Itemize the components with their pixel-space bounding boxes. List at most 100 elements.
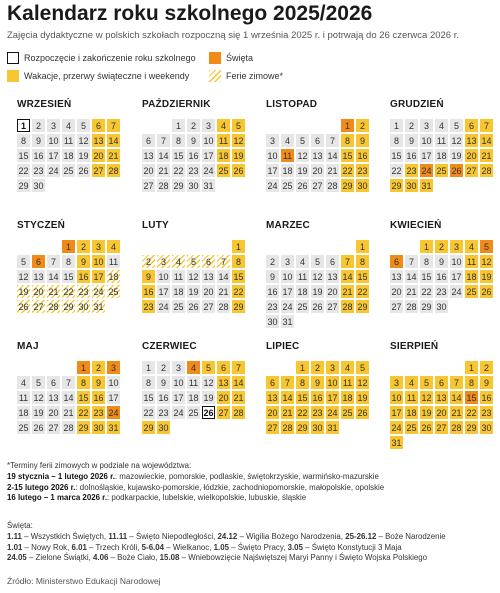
day-cell: 11 [341,376,354,389]
days-grid: 1 2 3 4 5 6 7 8 9 10 11 12 13 14 15 16 17 18 19 20 21 22 23 24 2… [266,240,369,328]
day-cell: 11 [217,134,230,147]
holiday-date: 24.05 [7,553,27,563]
day-cell: 21 [217,285,230,298]
day-cell: 21 [47,285,60,298]
day-cell: 14 [450,391,463,404]
legend-label-breaks: Wakacje, przerwy świąteczne i weekendy [24,71,190,81]
day-cell: 22 [17,164,30,177]
day-cell: 29 [296,421,309,434]
day-cell: 28 [281,421,294,434]
day-cell: 26 [296,179,309,192]
day-cell: 3 [92,240,105,253]
day-cell: 20 [266,406,279,419]
day-cell: 28 [341,300,354,313]
day-cell: 13 [465,134,478,147]
day-cell: 19 [311,285,324,298]
day-cell: 20 [32,285,45,298]
day-cell: 9 [435,255,448,268]
day-cell: 28 [47,300,60,313]
day-cell: 16 [142,285,155,298]
day-cell: 1 [17,119,30,132]
day-cell: 27 [47,421,60,434]
day-cell: 23 [77,285,90,298]
day-cell: 7 [217,255,230,268]
day-cell: 10 [47,134,60,147]
day-cell: 24 [450,285,463,298]
empty-cell [281,240,294,253]
day-cell: 2 [435,240,448,253]
day-cell: 26 [202,406,215,419]
day-cell: 3 [420,119,433,132]
day-cell: 11 [62,134,75,147]
empty-cell [172,240,185,253]
day-cell: 23 [32,164,45,177]
day-cell: 15 [172,149,185,162]
day-cell: 20 [217,391,230,404]
notes-date: 19 stycznia – 1 lutego 2026 r. [7,471,115,481]
empty-cell [311,119,324,132]
day-cell: 23 [435,285,448,298]
day-cell: 6 [311,134,324,147]
day-cell: 28 [480,164,493,177]
day-cell: 28 [157,179,170,192]
day-cell: 9 [92,376,105,389]
day-cell: 16 [405,149,418,162]
day-cell: 22 [77,406,90,419]
holiday-date: 3.05 [287,542,303,552]
day-cell: 21 [341,285,354,298]
day-cell: 22 [465,406,478,419]
day-cell: 25 [62,164,75,177]
day-cell: 17 [92,270,105,283]
day-cell: 22 [172,164,185,177]
day-cell: 26 [17,300,30,313]
day-cell: 16 [77,270,90,283]
day-cell: 9 [142,270,155,283]
day-cell: 17 [326,391,339,404]
days-grid: 1 2 3 4 5 6 7 8 9 10 11 12 13 14 15 16 17 18 19 20 21 22 23 24 2… [142,361,245,434]
day-cell: 12 [420,391,433,404]
day-cell: 15 [296,391,309,404]
day-cell: 20 [326,285,339,298]
day-cell: 3 [326,361,339,374]
day-cell: 8 [390,134,403,147]
day-cell: 19 [420,406,433,419]
day-cell: 17 [47,149,60,162]
day-cell: 21 [326,164,339,177]
day-cell: 21 [62,406,75,419]
day-cell: 2 [311,361,324,374]
page-subtitle: Zajęcia dydaktyczne w polskich szkołach … [7,30,460,41]
notes-row-1: 19 stycznia – 1 lutego 2026 r.: mazowiec… [7,472,384,483]
day-cell: 17 [157,285,170,298]
day-cell: 18 [17,406,30,419]
holidays-list: Święta: 1.11 – Wszystkich Świętych, 11.1… [7,521,446,564]
day-cell: 26 [77,164,90,177]
day-cell: 31 [420,179,433,192]
day-cell: 29 [172,179,185,192]
empty-cell [47,361,60,374]
month-name: STYCZEŃ [17,220,66,231]
day-cell: 29 [465,421,478,434]
day-cell: 2 [32,119,45,132]
month-wrzesien: WRZESIEŃ 1 2 3 4 5 6 7 8 9 10 11 12 13 14 15 16 17 18 19 20 2… [17,99,120,192]
day-cell: 29 [62,300,75,313]
day-cell: 3 [107,361,120,374]
legend-swatch-start-end [7,52,19,64]
day-cell: 24 [172,406,185,419]
day-cell: 27 [465,164,478,177]
day-cell: 21 [480,149,493,162]
day-cell: 24 [107,406,120,419]
day-cell: 17 [450,270,463,283]
day-cell: 23 [356,164,369,177]
holiday-name: – Wigilia Bożego Narodzenia, [237,531,346,541]
day-cell: 16 [311,391,324,404]
day-cell: 17 [172,391,185,404]
day-cell: 24 [157,300,170,313]
day-cell: 8 [17,134,30,147]
day-cell: 16 [480,391,493,404]
day-cell: 12 [232,134,245,147]
day-cell: 2 [77,240,90,253]
month-listopad: LISTOPAD 1 2 3 4 5 6 7 8 9 10 11 12 13 14 15 16 17 18 19 20 2… [266,99,369,192]
day-cell: 24 [281,300,294,313]
holiday-date: 24.12 [217,531,238,541]
day-cell: 23 [92,406,105,419]
